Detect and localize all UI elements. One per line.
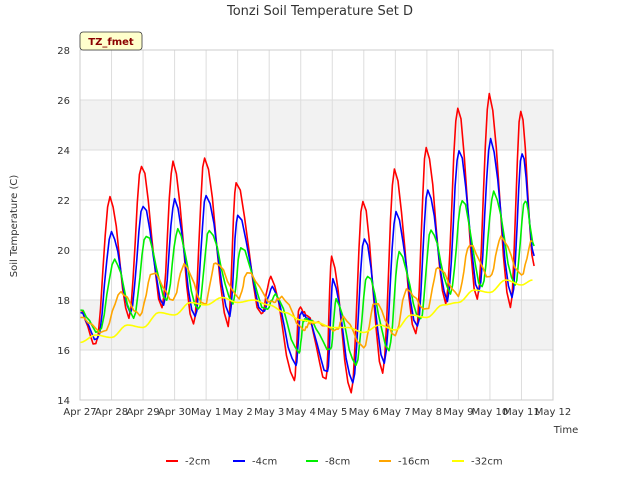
x-tick-label: May 11 [503, 407, 540, 418]
plot-area [80, 50, 553, 400]
x-tick-label: May 1 [191, 407, 221, 418]
series-line-2cmcm [79, 92, 535, 394]
tag-badge: TZ_fmet [79, 31, 143, 51]
legend-entry: -4cm [252, 457, 277, 468]
x-tick-label: May 12 [535, 407, 572, 418]
legend-entry: -8cm [325, 457, 350, 468]
y-tick-label: 18 [57, 296, 70, 307]
x-tick-label: May 3 [254, 407, 284, 418]
series-layer [79, 92, 535, 394]
legend-entry: -16cm [398, 457, 430, 468]
series-line-32cmcm [79, 279, 533, 344]
x-tick-label: May 8 [412, 407, 442, 418]
y-tick-label: 16 [57, 346, 70, 357]
x-axis-label: Time [553, 425, 578, 436]
x-tick-label: Apr 29 [126, 407, 159, 418]
x-tick-label: May 10 [472, 407, 509, 418]
x-tick-label: Apr 30 [158, 407, 191, 418]
y-tick-label: 14 [57, 396, 70, 407]
x-tick-label: Apr 27 [63, 407, 96, 418]
y-tick-label: 22 [57, 196, 70, 207]
tag-badge-text: TZ_fmet [88, 37, 134, 48]
legend-entry: -32cm [471, 457, 503, 468]
x-tick-label: Apr 28 [95, 407, 128, 418]
x-tick-label: May 4 [286, 407, 316, 418]
plot-border [79, 49, 554, 401]
tag-badge-box [79, 31, 143, 51]
chart-title: Tonzi Soil Temperature Set D [226, 4, 413, 19]
y-tick-label: 28 [57, 46, 70, 57]
y-tick-label: 20 [57, 246, 70, 257]
legend: -2cm -4cm -8cm -16cm -32cm [166, 457, 503, 468]
x-tick-label: May 6 [349, 407, 379, 418]
x-tick-label: May 2 [223, 407, 253, 418]
y-tick-label: 26 [57, 96, 70, 107]
x-tick-label: May 7 [380, 407, 410, 418]
x-tick-label: May 5 [317, 407, 347, 418]
y-axis-label: Soil Temperature (C) [9, 175, 20, 278]
plot-band-1 [80, 100, 553, 150]
y-tick-label: 24 [57, 146, 70, 157]
legend-entry: -2cm [185, 457, 210, 468]
series-line-16cmcm [79, 235, 533, 349]
x-tick-label: May 9 [443, 407, 473, 418]
